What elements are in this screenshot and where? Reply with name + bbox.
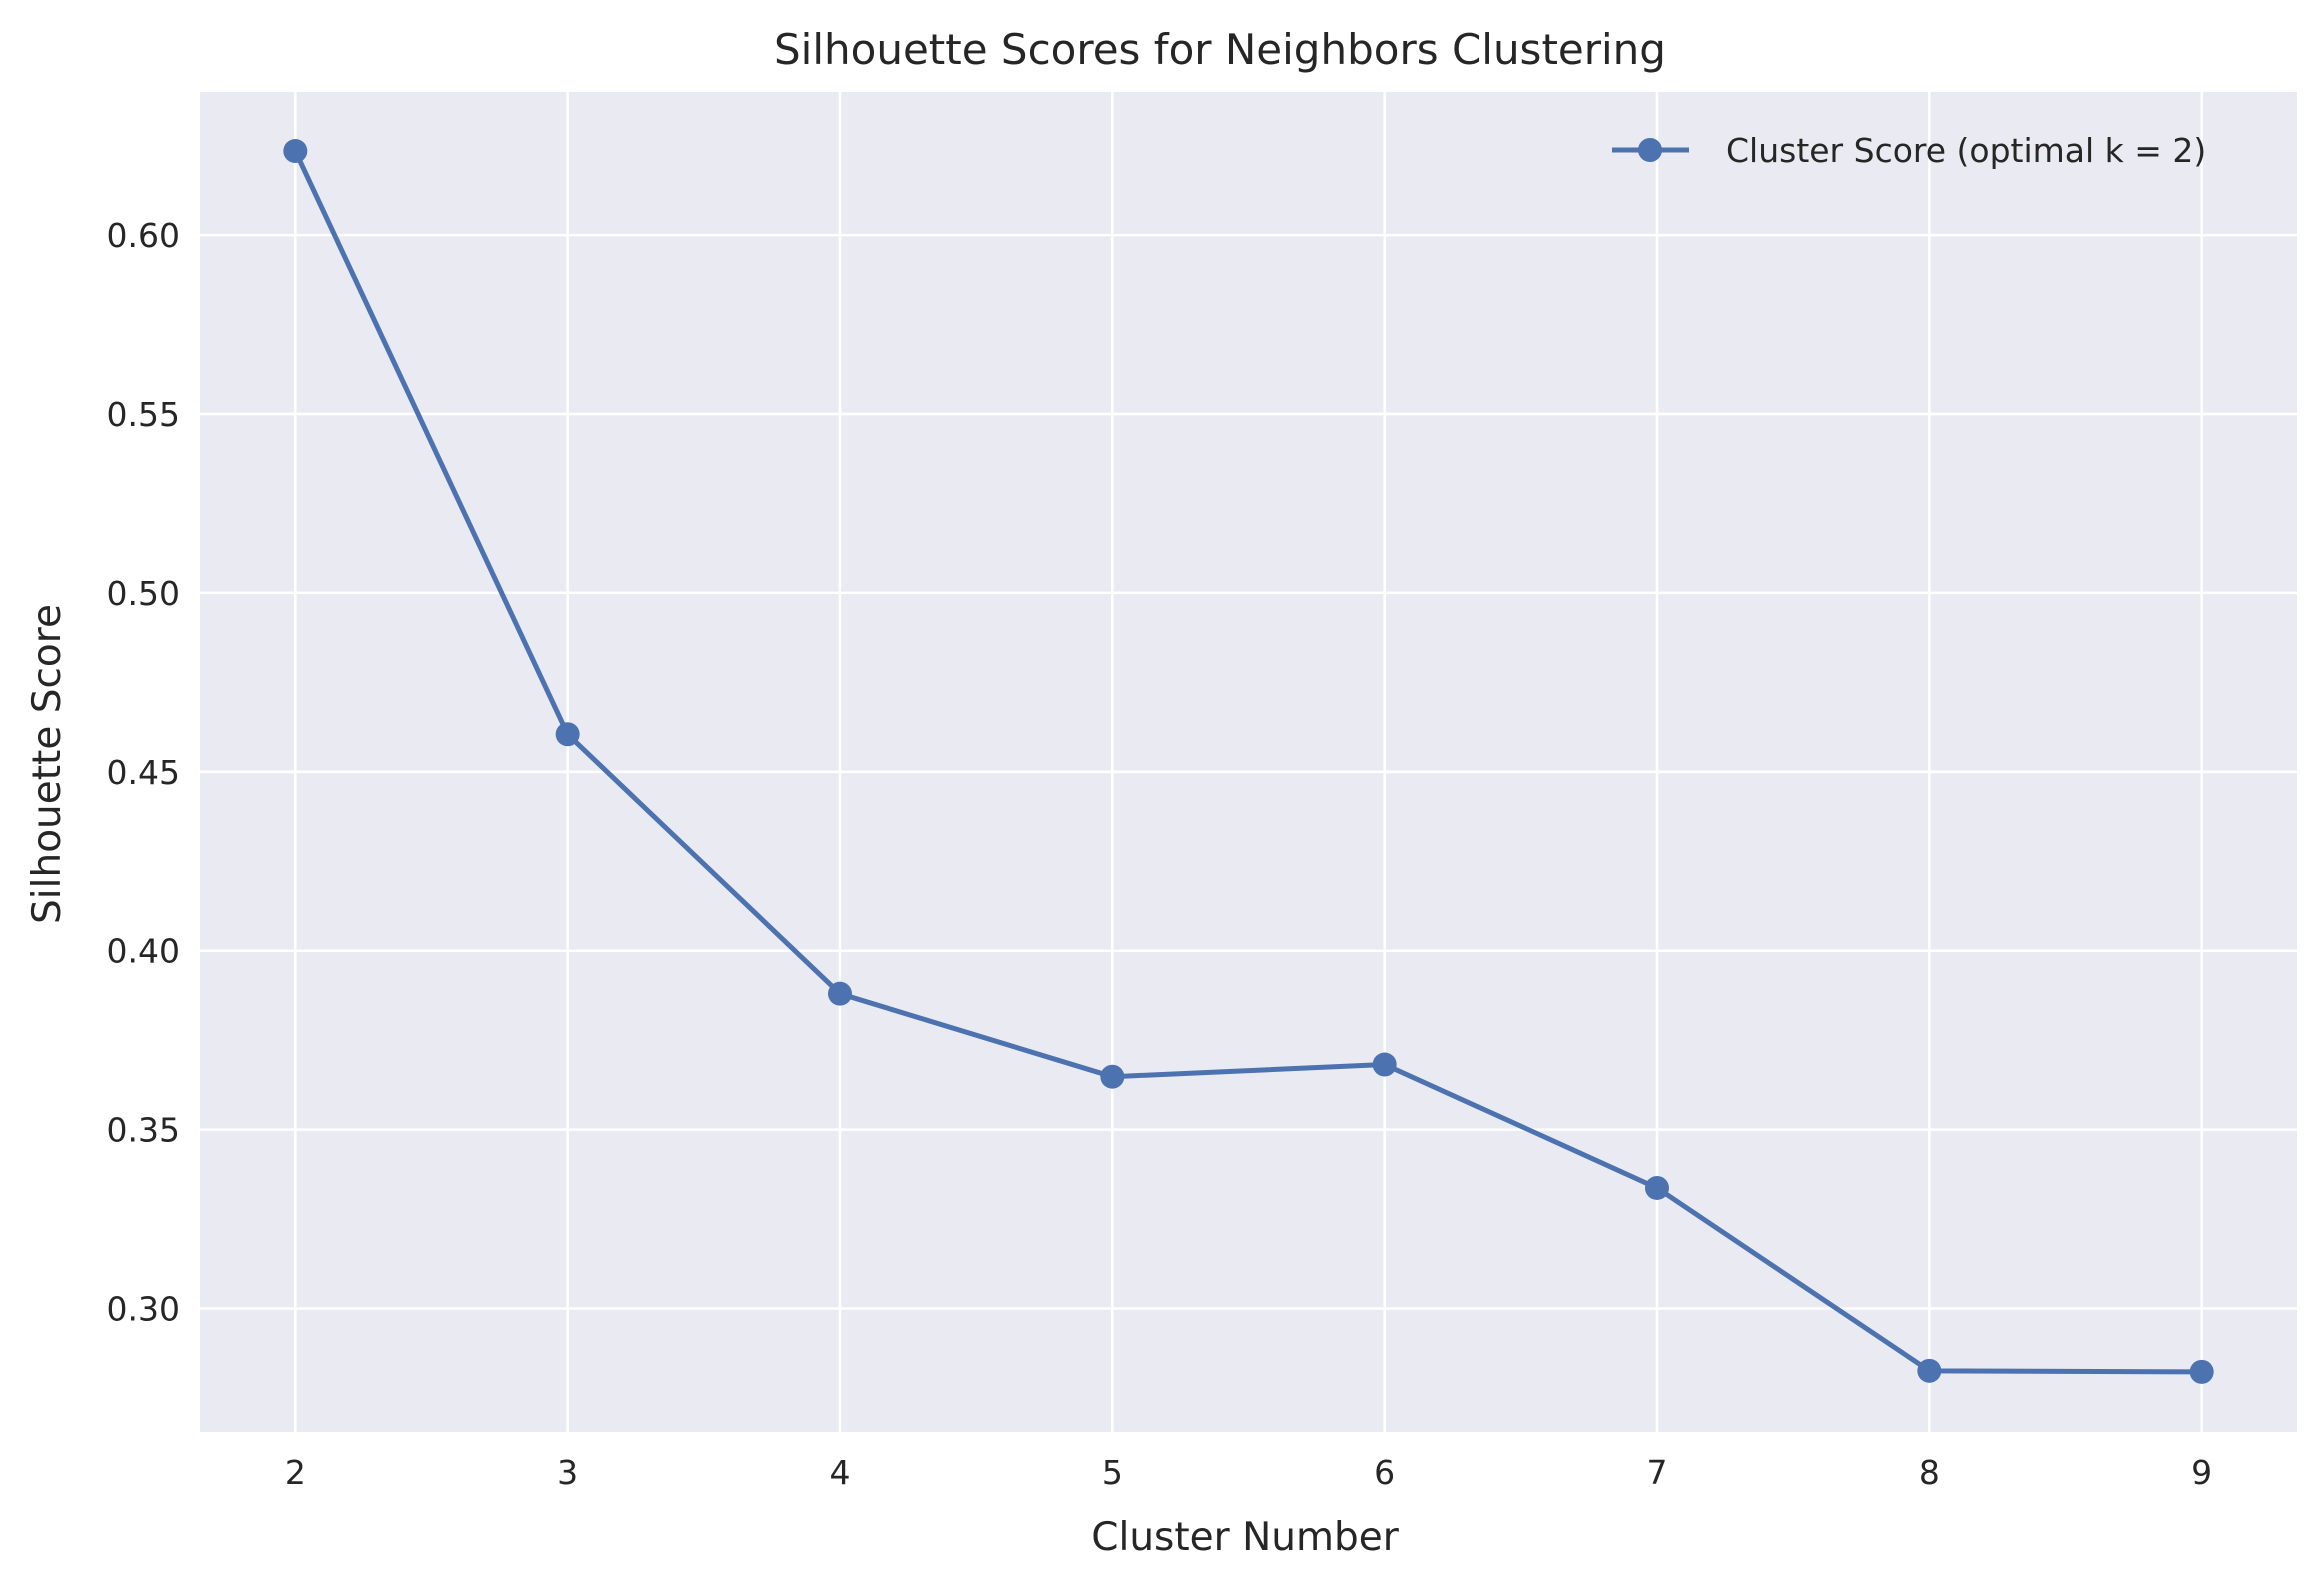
y-tick-label: 0.30	[107, 1290, 180, 1329]
series-line	[292, 148, 2205, 1375]
y-tick-label: 0.50	[107, 574, 180, 613]
grid-lines	[200, 92, 2297, 1432]
y-tick-label: 0.35	[107, 1111, 180, 1150]
data-point	[1645, 1175, 1670, 1200]
x-tick-label: 5	[1102, 1453, 1123, 1492]
x-tick-label: 3	[557, 1453, 578, 1492]
y-tick-label: 0.60	[107, 216, 180, 255]
x-tick-label: 6	[1374, 1453, 1395, 1492]
x-tick-label: 8	[1919, 1453, 1940, 1492]
x-tick-label: 2	[285, 1453, 306, 1492]
x-tick-label: 4	[829, 1453, 850, 1492]
legend-label: Cluster Score (optimal k = 2)	[1726, 131, 2206, 170]
chart-title: Silhouette Scores for Neighbors Clusteri…	[774, 25, 1666, 74]
data-point	[555, 722, 580, 747]
data-point	[283, 139, 308, 164]
data-point	[1917, 1358, 1942, 1383]
data-point	[1100, 1064, 1125, 1089]
x-axis-label: Cluster Number	[1091, 1515, 1399, 1560]
y-tick-labels: 0.30 0.35 0.40 0.45 0.50 0.55 0.60	[107, 216, 180, 1328]
legend-marker-icon	[1638, 138, 1662, 162]
data-point	[827, 981, 852, 1006]
legend: Cluster Score (optimal k = 2)	[1612, 131, 2206, 170]
plot-background	[200, 92, 2297, 1432]
x-tick-labels: 2 3 4 5 6 7 8 9	[285, 1453, 2212, 1492]
data-point	[2189, 1359, 2214, 1384]
data-point	[1372, 1052, 1397, 1077]
y-tick-label: 0.40	[107, 932, 180, 971]
x-tick-label: 7	[1647, 1453, 1668, 1492]
y-tick-label: 0.45	[107, 753, 180, 792]
y-tick-label: 0.55	[107, 395, 180, 434]
series-layer	[283, 139, 2214, 1384]
x-tick-label: 9	[2191, 1453, 2212, 1492]
y-axis-label: Silhouette Score	[25, 604, 70, 924]
